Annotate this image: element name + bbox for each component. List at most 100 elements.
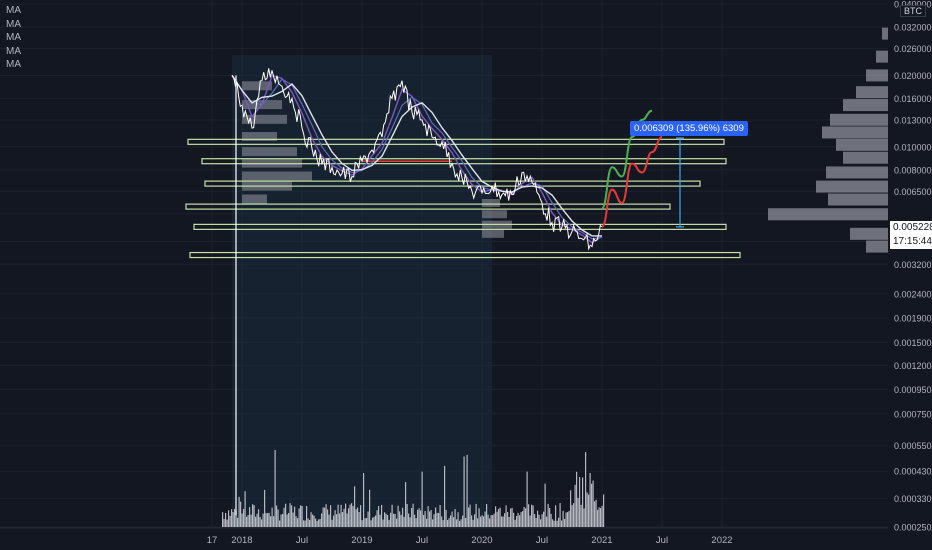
volume-bar: [273, 516, 275, 527]
volume-bar: [514, 519, 516, 527]
x-axis-bg: [0, 528, 888, 550]
volume-bar: [373, 516, 375, 527]
volume-bar: [601, 505, 603, 527]
volume-bar: [450, 515, 452, 527]
volume-bar: [435, 507, 437, 527]
volume-bar: [445, 509, 447, 527]
volume-bar: [252, 504, 254, 527]
volume-bar: [357, 507, 359, 527]
volume-bar: [315, 518, 317, 527]
volume-bar: [538, 514, 540, 527]
volume-bar: [298, 508, 300, 527]
profile-bar: [242, 81, 272, 91]
x-axis: 17 2018 Jul 2019 Jul 2020 Jul 2021 Jul 2022: [0, 527, 888, 550]
profile-bar: [242, 158, 302, 168]
volume-bar: [285, 503, 287, 527]
y-tick-label: 0.000330: [894, 494, 932, 504]
volume-bar: [309, 520, 311, 527]
volume-bar: [240, 501, 242, 527]
volume-bar: [463, 456, 465, 527]
volume-bar: [468, 507, 470, 527]
volume-bar: [403, 516, 405, 527]
volume-bar: [247, 515, 249, 527]
volume-bar: [516, 515, 518, 527]
y-axis-bg: [888, 0, 932, 550]
indicator-legend: MA MA MA MA MA: [6, 4, 21, 72]
indicator-ma-5[interactable]: MA: [6, 59, 21, 70]
volume-bar: [532, 505, 534, 527]
volume-bar: [364, 518, 366, 527]
volume-bar: [318, 519, 320, 527]
volume-bar: [570, 490, 572, 527]
volume-bar: [471, 515, 473, 527]
volume-bar: [490, 515, 492, 527]
volume-bar: [541, 514, 543, 527]
volume-bar: [423, 514, 425, 527]
y-tick-label: 0.020000: [894, 71, 932, 81]
profile-bar: [768, 208, 888, 221]
volume-bar: [586, 492, 588, 527]
y-tick-label: 0.026000: [894, 44, 932, 54]
volume-bar: [406, 503, 408, 527]
volume-bar: [375, 515, 377, 527]
volume-bar: [568, 510, 570, 527]
volume-bar: [489, 518, 491, 527]
volume-bar: [543, 511, 545, 527]
volume-bar: [355, 509, 357, 527]
volume-bar: [531, 504, 533, 527]
volume-bar: [481, 515, 483, 527]
currency-label[interactable]: BTC: [900, 5, 926, 17]
x-tick-label: Jul: [416, 535, 428, 546]
volume-bar: [321, 513, 323, 527]
volume-bar: [244, 491, 246, 527]
volume-bar: [238, 496, 240, 527]
volume-bar: [444, 465, 446, 527]
indicator-ma-4[interactable]: MA: [6, 45, 21, 57]
indicator-ma-2[interactable]: MA: [6, 18, 21, 30]
profile-bar: [830, 113, 888, 126]
volume-bar: [234, 508, 236, 527]
volume-bar: [369, 489, 371, 527]
volume-bar: [546, 516, 548, 527]
volume-bar: [567, 512, 569, 527]
indicator-ma-1[interactable]: MA: [6, 5, 21, 16]
volume-bar: [480, 516, 482, 527]
volume-bar: [421, 471, 423, 527]
volume-bar: [312, 514, 314, 527]
volume-bar: [474, 514, 476, 527]
volume-bar: [498, 508, 500, 527]
volume-bar: [511, 507, 513, 527]
x-tick-label: 17: [207, 535, 218, 546]
profile-bar: [482, 198, 500, 207]
volume-bar: [297, 518, 299, 527]
volume-bar: [517, 512, 519, 527]
volume-bar: [520, 512, 522, 527]
profile-bar: [836, 138, 888, 151]
volume-bar: [256, 513, 258, 527]
volume-bar: [241, 513, 243, 527]
volume-bar: [456, 519, 458, 527]
volume-bar: [301, 506, 303, 527]
volume-bar: [439, 505, 441, 527]
profile-bar: [826, 166, 888, 179]
volume-bar: [537, 510, 539, 527]
volume-bar: [313, 515, 315, 527]
ma-line-white: [231, 75, 602, 237]
indicator-ma-3[interactable]: MA: [6, 32, 21, 43]
volume-bar: [487, 514, 489, 527]
volume-bar: [417, 509, 419, 527]
volume-bar: [571, 505, 573, 527]
volume-bar: [258, 509, 260, 527]
volume-bar: [358, 511, 360, 527]
volume-bar: [324, 507, 326, 527]
profile-bar: [866, 240, 888, 253]
volume-bar: [559, 503, 561, 527]
volume-bar: [390, 512, 392, 527]
volume-bar: [550, 513, 552, 527]
volume-bar: [226, 519, 228, 527]
x-tick-label: 2020: [471, 535, 492, 546]
volume-bar: [453, 517, 455, 527]
volume-bar: [336, 514, 338, 527]
volume-bar: [346, 513, 348, 527]
